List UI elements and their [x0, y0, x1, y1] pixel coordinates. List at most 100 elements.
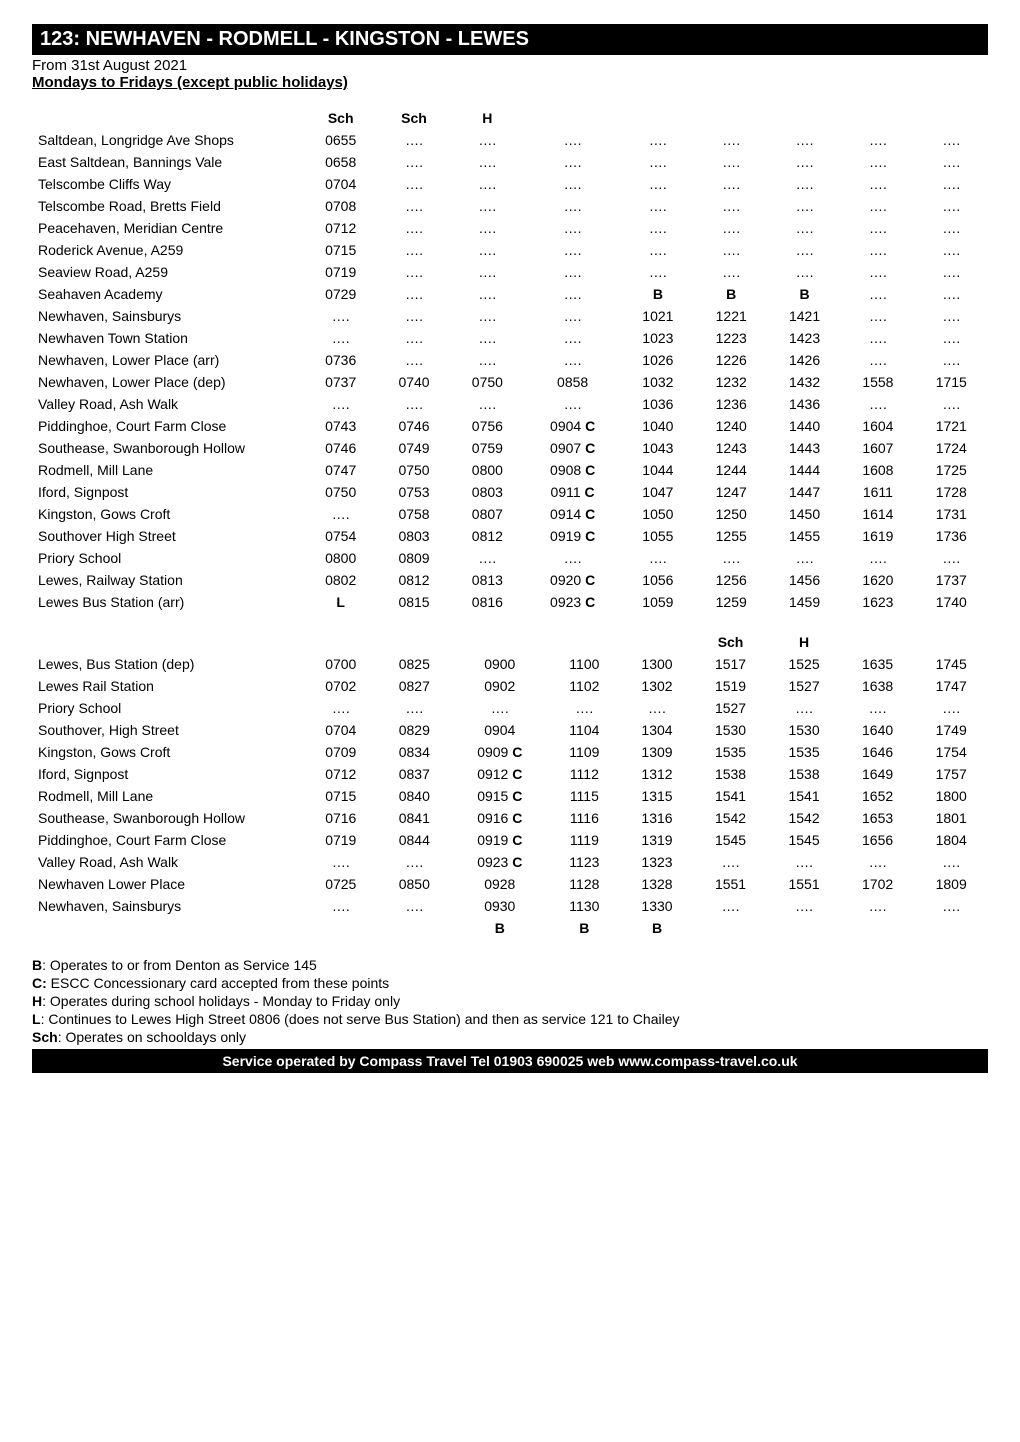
- time-cell: 0802: [304, 569, 377, 591]
- time-cell: ….: [841, 173, 914, 195]
- time-cell: 1535: [694, 741, 768, 763]
- time-cell: ….: [621, 547, 694, 569]
- time-cell: 1728: [915, 481, 988, 503]
- time-cell: 1444: [768, 459, 841, 481]
- time-cell: 0736: [304, 349, 377, 371]
- table-row: Southease, Swanborough Hollow07460749075…: [32, 437, 988, 459]
- time-cell: 1256: [695, 569, 768, 591]
- time-cell: ….: [915, 547, 988, 569]
- time-cell: ….: [695, 129, 768, 151]
- time-cell: ….: [451, 547, 524, 569]
- outbound-timetable: SchSchHSaltdean, Longridge Ave Shops0655…: [32, 107, 988, 613]
- time-cell: ….: [914, 851, 988, 873]
- time-cell: 1527: [767, 675, 841, 697]
- time-cell: ….: [768, 261, 841, 283]
- time-cell: 0916 C: [451, 807, 548, 829]
- time-cell: ….: [695, 547, 768, 569]
- time-cell: ….: [915, 195, 988, 217]
- table-row: Seahaven Academy0729….….….BBB….….: [32, 283, 988, 305]
- table-row: East Saltdean, Bannings Vale0658….….….….…: [32, 151, 988, 173]
- time-cell: ….: [915, 151, 988, 173]
- time-cell: 1226: [695, 349, 768, 371]
- time-cell: ….: [695, 173, 768, 195]
- time-cell: 1221: [695, 305, 768, 327]
- time-cell: ….: [304, 895, 378, 917]
- time-cell: 0807: [451, 503, 524, 525]
- time-cell: 0715: [304, 785, 378, 807]
- column-header: Sch: [304, 107, 377, 129]
- time-cell: 0725: [304, 873, 378, 895]
- time-cell: 0729: [304, 283, 377, 305]
- time-cell: ….: [767, 697, 841, 719]
- time-cell: 1809: [914, 873, 988, 895]
- time-cell: ….: [695, 195, 768, 217]
- stop-name: East Saltdean, Bannings Vale: [32, 151, 304, 173]
- time-cell: 1541: [694, 785, 768, 807]
- column-header: [32, 107, 304, 129]
- time-cell: 1747: [914, 675, 988, 697]
- table-row: Valley Road, Ash Walk….….0923 C11231323……: [32, 851, 988, 873]
- time-cell: 1604: [841, 415, 914, 437]
- time-cell: 0809: [377, 547, 450, 569]
- time-cell: ….: [451, 349, 524, 371]
- time-cell: 1620: [841, 569, 914, 591]
- table-row: Lewes Bus Station (arr)L081508160923 C10…: [32, 591, 988, 613]
- time-cell: B: [548, 917, 620, 939]
- time-cell: 1036: [621, 393, 694, 415]
- time-cell: B: [451, 917, 548, 939]
- time-cell: ….: [524, 151, 621, 173]
- time-cell: ….: [451, 697, 548, 719]
- table-row: Priory School….….….….….1527….….….: [32, 697, 988, 719]
- table-row: Newhaven, Lower Place (dep)0737074007500…: [32, 371, 988, 393]
- time-cell: 1545: [767, 829, 841, 851]
- time-cell: B: [768, 283, 841, 305]
- time-cell: ….: [841, 547, 914, 569]
- time-cell: ….: [451, 239, 524, 261]
- time-cell: ….: [768, 239, 841, 261]
- time-cell: 0715: [304, 239, 377, 261]
- time-cell: 0915 C: [451, 785, 548, 807]
- time-cell: ….: [915, 173, 988, 195]
- time-cell: ….: [524, 327, 621, 349]
- time-cell: 0800: [304, 547, 377, 569]
- time-cell: ….: [377, 349, 450, 371]
- time-cell: ….: [378, 851, 452, 873]
- column-header: [915, 107, 988, 129]
- time-cell: 1319: [620, 829, 694, 851]
- stop-name: Priory School: [32, 547, 304, 569]
- time-cell: ….: [377, 239, 450, 261]
- table-row: Valley Road, Ash Walk….….….….10361236143…: [32, 393, 988, 415]
- time-cell: 0712: [304, 217, 377, 239]
- time-cell: 1021: [621, 305, 694, 327]
- time-cell: 1455: [768, 525, 841, 547]
- time-cell: 0759: [451, 437, 524, 459]
- time-cell: 1800: [914, 785, 988, 807]
- time-cell: 0743: [304, 415, 377, 437]
- time-cell: 1731: [915, 503, 988, 525]
- time-cell: 0825: [378, 653, 452, 675]
- time-cell: 1754: [914, 741, 988, 763]
- table-row: Newhaven Town Station….….….….10231223142…: [32, 327, 988, 349]
- stop-name: Newhaven, Sainsburys: [32, 895, 304, 917]
- time-cell: ….: [621, 195, 694, 217]
- time-cell: ….: [695, 239, 768, 261]
- stop-name: Roderick Avenue, A259: [32, 239, 304, 261]
- time-cell: 1443: [768, 437, 841, 459]
- time-cell: 1059: [621, 591, 694, 613]
- time-cell: 1302: [620, 675, 694, 697]
- time-cell: 1702: [841, 873, 915, 895]
- time-cell: ….: [377, 195, 450, 217]
- time-cell: 1259: [695, 591, 768, 613]
- time-cell: ….: [841, 129, 914, 151]
- time-cell: 0747: [304, 459, 377, 481]
- column-header: [620, 631, 694, 653]
- time-cell: 0749: [377, 437, 450, 459]
- time-cell: ….: [524, 261, 621, 283]
- time-cell: 1300: [620, 653, 694, 675]
- time-cell: ….: [915, 305, 988, 327]
- stop-name: Newhaven, Sainsburys: [32, 305, 304, 327]
- time-cell: 1530: [694, 719, 768, 741]
- time-cell: ….: [377, 283, 450, 305]
- stop-name: Southease, Swanborough Hollow: [32, 437, 304, 459]
- time-cell: 1635: [841, 653, 915, 675]
